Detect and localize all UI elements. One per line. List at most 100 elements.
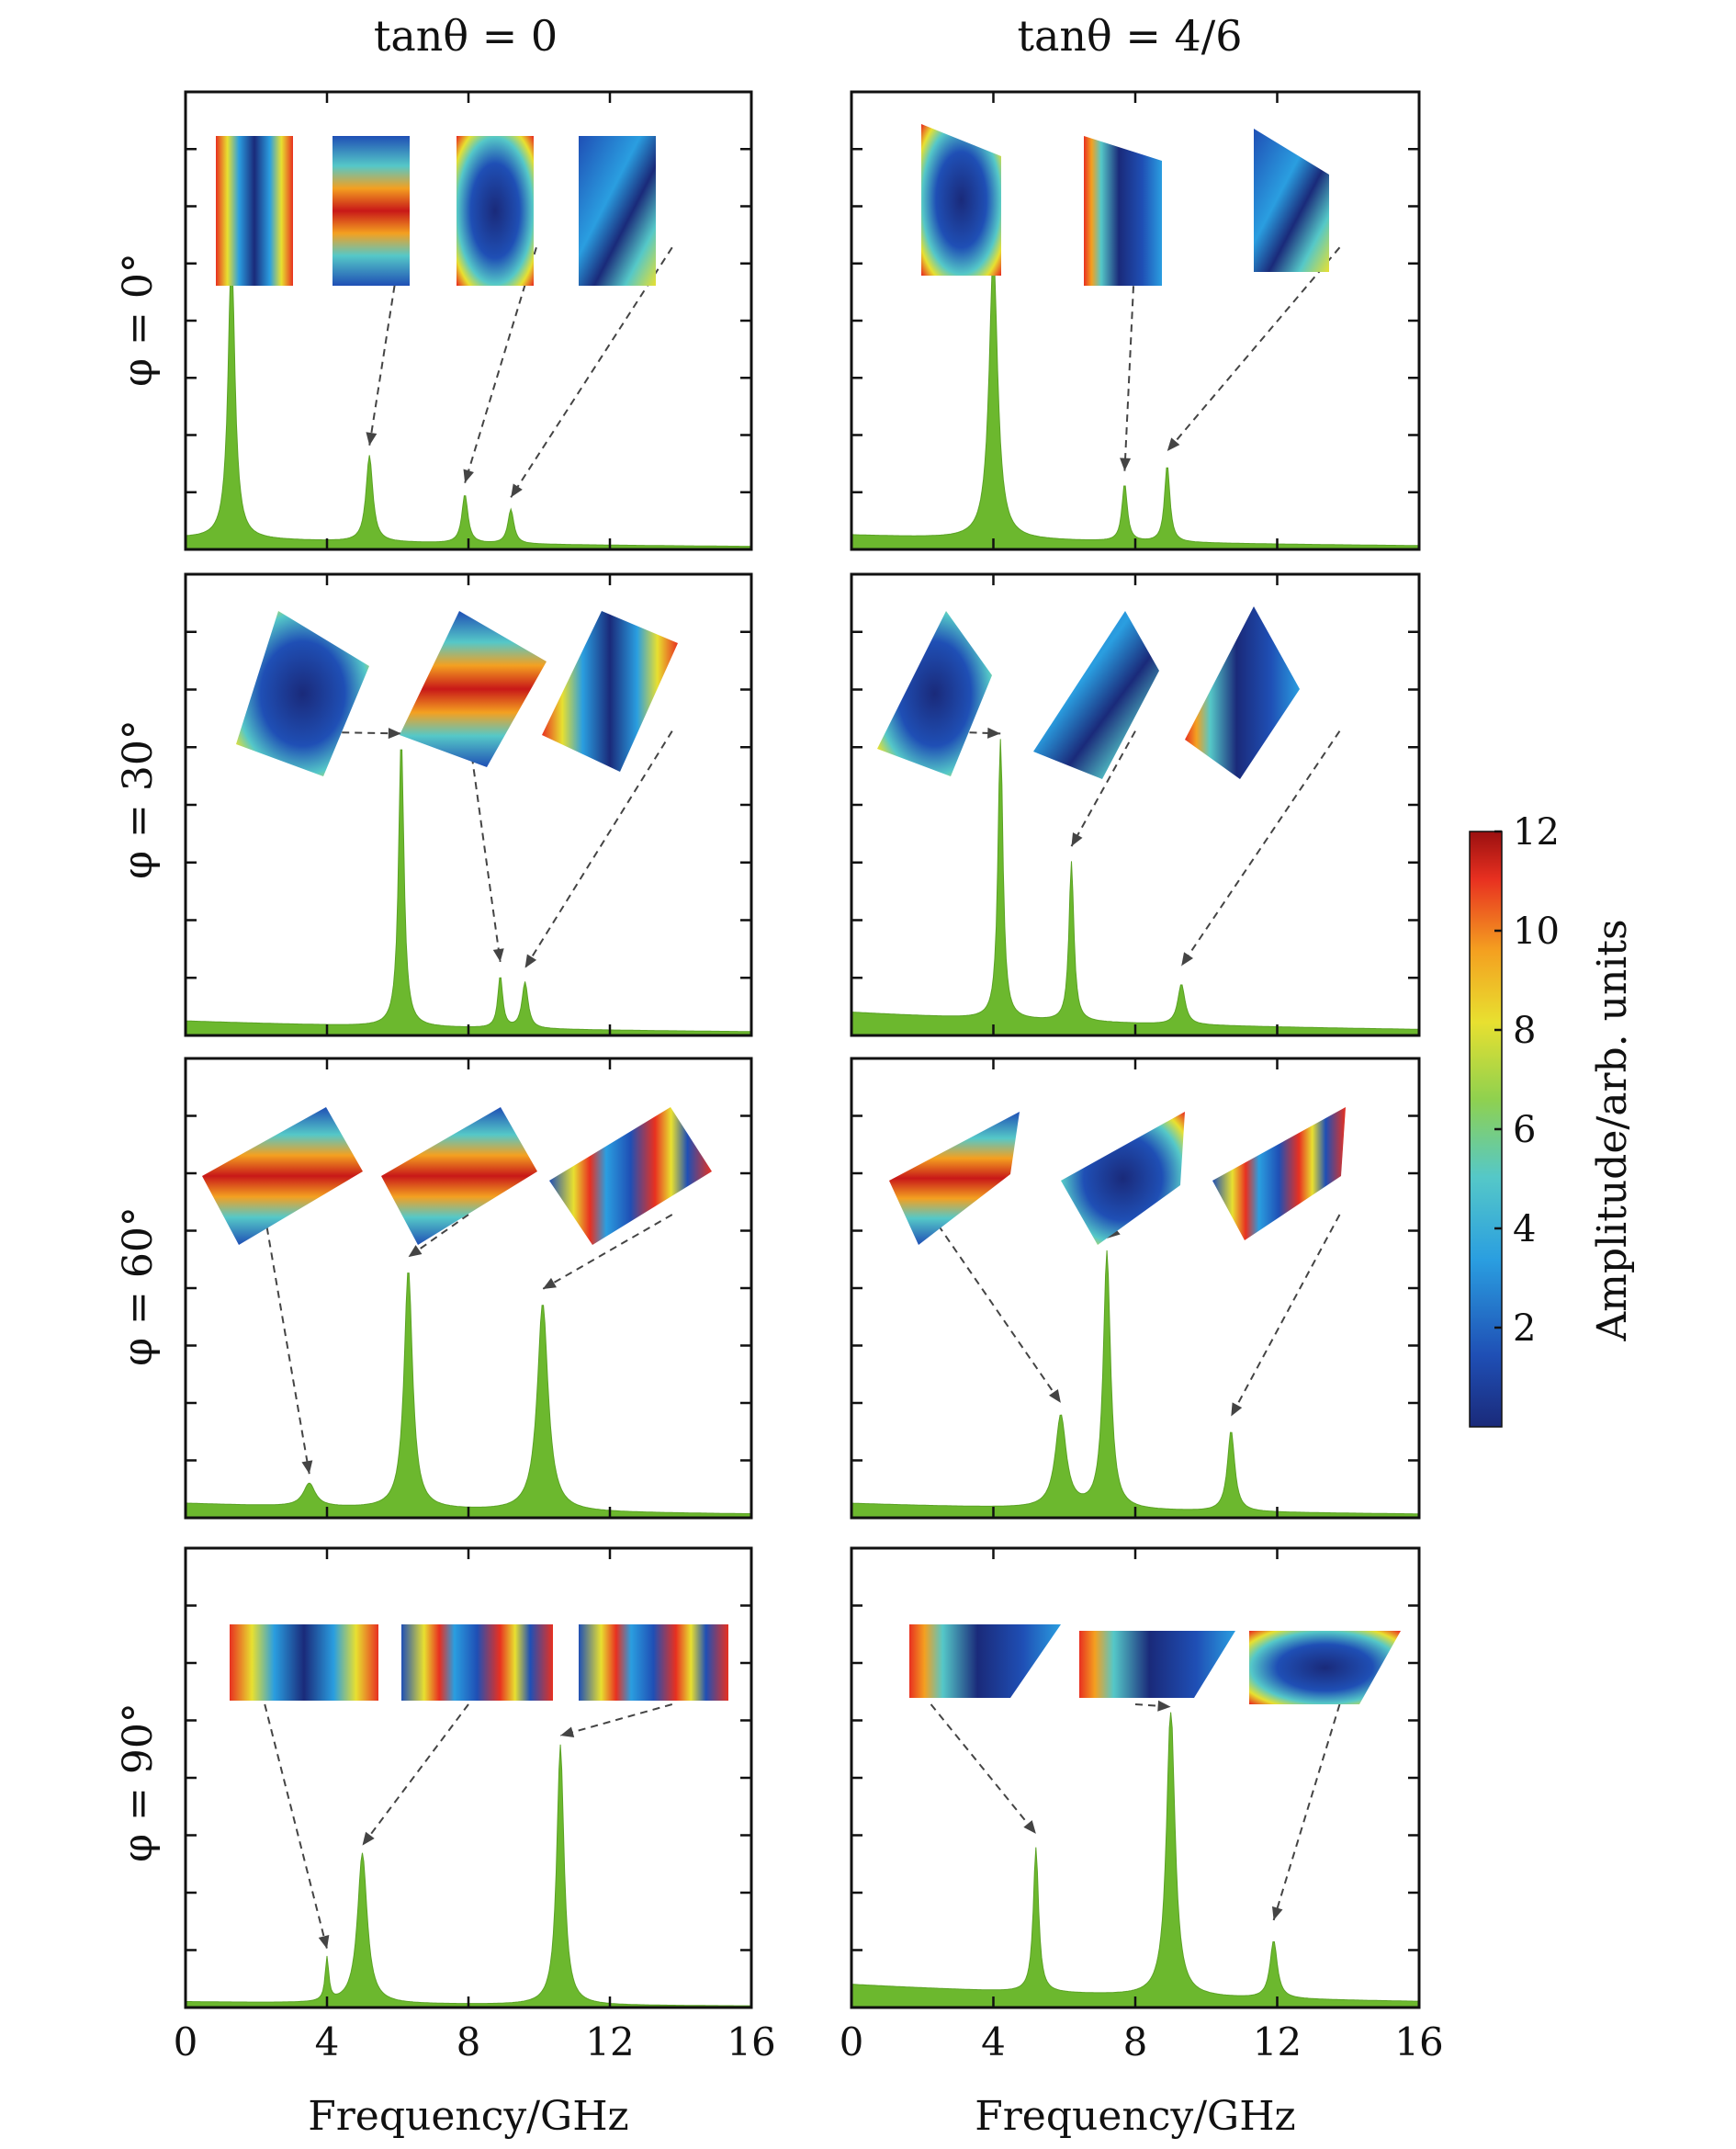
mode-inset	[1084, 136, 1162, 286]
mode-inset	[401, 1624, 553, 1701]
arrow-head	[1271, 1906, 1283, 1921]
column-title-right: tanθ = 4/6	[1017, 11, 1242, 61]
arrow-head	[542, 1277, 557, 1290]
colorbar-tick-label: 8	[1513, 1010, 1536, 1052]
arrow-head	[463, 469, 474, 483]
mode-inset	[877, 611, 992, 776]
mode-arrow	[264, 1703, 328, 1950]
arrow-head	[1167, 437, 1180, 451]
colorbar-tick-label: 10	[1513, 910, 1560, 953]
colorbar-tick-label: 12	[1513, 811, 1560, 854]
spectrum-panel	[850, 572, 1421, 1037]
xlabel-right: Frequency/GHz	[975, 2093, 1296, 2140]
mode-arrow	[464, 247, 537, 483]
mode-inset	[579, 1624, 728, 1701]
mode-arrow	[361, 1703, 469, 1847]
arrow-head	[1071, 832, 1083, 847]
mode-inset	[909, 1624, 1061, 1698]
mode-inset	[202, 1107, 363, 1245]
x-tick-label: 8	[457, 2019, 481, 2064]
x-tick-label: 0	[840, 2019, 864, 2064]
mode-arrow	[559, 1703, 673, 1737]
arrow-head	[1048, 1388, 1061, 1403]
row-label-phi-30: φ = 30°	[115, 719, 162, 879]
mode-inset	[381, 1107, 537, 1245]
x-tick-label: 16	[1394, 2019, 1443, 2064]
spectrum-panel	[850, 90, 1421, 551]
spectrum-area	[185, 749, 752, 1036]
arrow-head	[1120, 458, 1132, 471]
arrow-head	[511, 483, 523, 498]
arrow-head	[987, 727, 1001, 739]
arrow-head	[388, 728, 401, 740]
spectrum-panel: 0 4 8 12 16	[840, 1546, 1444, 2064]
mode-arrow	[1166, 246, 1341, 452]
column-title-left: tanθ = 0	[374, 11, 558, 61]
mode-inset	[400, 611, 547, 767]
spectrum-area	[851, 1250, 1420, 1519]
x-tick-label: 4	[315, 2019, 340, 2064]
mode-inset	[1254, 129, 1329, 272]
colorbar-tick-label: 6	[1513, 1109, 1536, 1151]
mode-arrow	[930, 1703, 1037, 1835]
spectrum-panel: 0 4 8 12 16	[174, 1546, 776, 2064]
arrow-head	[408, 1245, 423, 1258]
mode-inset	[457, 136, 534, 286]
mode-arrow	[1180, 730, 1341, 967]
colorbar-tick-label: 2	[1513, 1307, 1536, 1350]
row-label-phi-60: φ = 60°	[115, 1206, 162, 1366]
mode-arrow	[1272, 1703, 1341, 1921]
mode-inset	[889, 1112, 1020, 1245]
row-label-phi-90: φ = 90°	[115, 1702, 162, 1862]
panel-frame	[850, 1546, 1421, 2009]
arrow-head	[524, 954, 537, 968]
row-label-phi-0: φ = 0°	[115, 253, 162, 387]
spectrum-panel	[184, 90, 753, 551]
mode-arrow	[1070, 730, 1136, 847]
spectrum-area	[185, 1272, 752, 1519]
arrow-head	[1181, 952, 1194, 967]
mode-arrow	[264, 1214, 310, 1475]
arrow-head	[1157, 1700, 1171, 1712]
mode-inset	[1079, 1631, 1235, 1698]
arrow-head	[492, 948, 504, 962]
arrow-head	[366, 432, 378, 446]
colorbar-tick-label: 4	[1513, 1208, 1536, 1250]
arrow-head	[560, 1726, 575, 1738]
mode-arrow	[510, 246, 673, 498]
mode-inset	[579, 136, 656, 286]
xlabel-left: Frequency/GHz	[308, 2093, 629, 2140]
arrow-head	[318, 1935, 330, 1950]
arrow-head	[1231, 1402, 1243, 1417]
x-tick-label: 12	[1253, 2019, 1302, 2064]
arrow-head	[1023, 1820, 1036, 1834]
colorbar-label: Amplitude/arb. units	[1589, 919, 1636, 1341]
spectrum-area	[185, 258, 752, 550]
panel-frame	[184, 1546, 753, 2009]
mode-inset	[1061, 1112, 1185, 1245]
mode-inset	[542, 611, 678, 772]
mode-inset	[230, 1624, 378, 1701]
mode-inset	[921, 124, 1001, 276]
mode-inset	[333, 136, 410, 286]
mode-inset	[236, 611, 369, 776]
mode-arrow	[1230, 1214, 1341, 1418]
x-tick-label: 4	[981, 2019, 1006, 2064]
mode-arrow	[524, 730, 673, 969]
x-tick-label: 16	[727, 2019, 775, 2064]
x-tick-label: 0	[174, 2019, 198, 2064]
mode-arrow	[468, 730, 502, 963]
spectrum-area	[851, 254, 1420, 550]
mode-inset	[1033, 611, 1159, 779]
spectrum-panel	[184, 572, 753, 1037]
spectrum-area	[851, 739, 1420, 1036]
mode-inset	[216, 136, 293, 286]
arrow-head	[301, 1460, 313, 1475]
panels-group: 0 4 8 12 16 0 4 8 12 16	[174, 90, 1444, 2064]
mode-arrow	[930, 1214, 1062, 1404]
arrow-head	[362, 1831, 375, 1846]
mode-arrow	[1123, 247, 1136, 471]
spectrum-area	[185, 1744, 752, 2008]
mode-inset	[1249, 1631, 1401, 1704]
